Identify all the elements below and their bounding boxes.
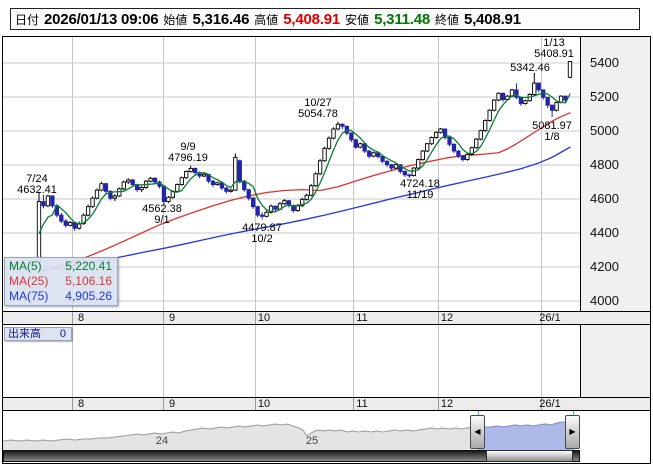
date-tick bbox=[72, 312, 73, 324]
volume-svg bbox=[72, 325, 542, 397]
volume-label: 出来高 bbox=[8, 328, 41, 340]
date-tick-label: 26/1 bbox=[539, 398, 561, 410]
chart-annotation: 5342.46 bbox=[510, 62, 550, 74]
date-tick-label: 8 bbox=[77, 398, 85, 410]
date-tick-label: 10 bbox=[257, 398, 271, 410]
price-tick-label: 4800 bbox=[590, 157, 619, 172]
chart-annotation: 5081.97 1/8 bbox=[532, 120, 572, 143]
price-tick-label: 5400 bbox=[590, 55, 619, 70]
volume-legend: 出来高 0 bbox=[4, 327, 72, 341]
navigator-year-label: 25 bbox=[306, 435, 318, 447]
chart-annotation: 4479.87 10/2 bbox=[242, 222, 282, 245]
candlestick-chart: 7/24 4632.41 4562.38 9/1 9/9 4796.19 4479.87 10… bbox=[3, 37, 580, 311]
chart-annotation: 4562.38 9/1 bbox=[142, 203, 182, 226]
price-tick-label: 4000 bbox=[590, 293, 619, 308]
chart-annotation: 1/13 5408.91 bbox=[534, 37, 574, 60]
high-label: 高値 bbox=[254, 12, 279, 27]
range-right-handle[interactable]: ▶ bbox=[565, 415, 580, 449]
price-axis: 5400 5200 5000 4800 4600 4400 4200 4000 bbox=[580, 37, 650, 311]
range-left-handle[interactable]: ◀ bbox=[470, 415, 485, 449]
date-tick-label: 11 bbox=[356, 398, 368, 410]
ma75-label: MA(75) bbox=[9, 289, 49, 303]
price-tick-label: 4400 bbox=[590, 225, 619, 240]
low-label: 安値 bbox=[345, 12, 370, 27]
high-value: 5,408.91 bbox=[283, 10, 341, 28]
candlestick-svg: 7/24 4632.41 4562.38 9/1 9/9 4796.19 4479.87 10… bbox=[3, 37, 580, 311]
scrollbar-thumb[interactable] bbox=[486, 450, 573, 462]
ma25-legend-row: MA(25) 5,106.16 bbox=[9, 274, 113, 289]
date-tick-label: 11 bbox=[356, 312, 368, 324]
chart-annotation: 4724.18 11/19 bbox=[400, 178, 440, 201]
ma5-label: MA(5) bbox=[9, 259, 42, 273]
chart-annotation: 9/9 4796.19 bbox=[168, 141, 208, 164]
date-tick bbox=[541, 398, 542, 410]
ma25-label: MA(25) bbox=[9, 274, 49, 288]
ma75-legend-row: MA(75) 4,905.26 bbox=[9, 289, 113, 304]
date-tick bbox=[163, 398, 164, 410]
date-tick bbox=[353, 398, 354, 410]
low-value: 5,311.48 bbox=[374, 10, 431, 28]
close-value: 5,408.91 bbox=[464, 10, 521, 28]
price-tick-label: 4600 bbox=[590, 191, 619, 206]
date-tick bbox=[541, 312, 542, 324]
open-label: 始値 bbox=[163, 12, 188, 27]
date-label: 日付 bbox=[15, 12, 40, 27]
right-arrow-icon: ▶ bbox=[569, 427, 576, 436]
ma25-value: 5,106.16 bbox=[65, 274, 112, 288]
ma5-legend-row: MA(5) 5,220.41 bbox=[9, 259, 113, 274]
date-axis-upper: 8 9 10 11 12 26/1 bbox=[3, 311, 650, 325]
date-tick-label: 10 bbox=[257, 312, 271, 324]
date-tick bbox=[353, 312, 354, 324]
chart-annotation: 10/27 5054.78 bbox=[298, 97, 338, 120]
price-tick-label: 5000 bbox=[590, 123, 619, 138]
date-axis-lower: 8 9 10 11 12 26/1 bbox=[3, 397, 650, 411]
ma-legend: MA(5) 5,220.41 MA(25) 5,106.16 MA(75) 4,… bbox=[4, 257, 118, 306]
volume-pane: 出来高 0 bbox=[3, 325, 580, 397]
left-arrow-icon: ◀ bbox=[474, 427, 481, 436]
price-tick-label: 4200 bbox=[590, 259, 619, 274]
close-label: 終値 bbox=[435, 12, 460, 27]
volume-value: 0 bbox=[59, 328, 66, 340]
date-tick bbox=[255, 312, 256, 324]
date-tick bbox=[255, 398, 256, 410]
date-tick bbox=[438, 312, 439, 324]
date-tick bbox=[438, 398, 439, 410]
price-axis-volume-spacer bbox=[580, 325, 650, 397]
quote-header: 日付 2026/01/13 09:06 始値 5,316.46 高値 5,408… bbox=[10, 8, 640, 30]
date-tick-label: 9 bbox=[168, 312, 176, 324]
chart-frame: 7/24 4632.41 4562.38 9/1 9/9 4796.19 4479.87 10… bbox=[2, 36, 651, 464]
date-tick bbox=[163, 312, 164, 324]
date-value: 2026/01/13 09:06 bbox=[44, 10, 159, 28]
open-value: 5,316.46 bbox=[192, 10, 250, 28]
price-tick-label: 5200 bbox=[590, 89, 619, 104]
ma75-value: 4,905.26 bbox=[65, 289, 112, 303]
date-tick-label: 8 bbox=[77, 312, 85, 324]
date-tick-label: 12 bbox=[440, 312, 454, 324]
date-tick bbox=[72, 398, 73, 410]
date-tick-label: 9 bbox=[168, 398, 176, 410]
range-navigator: 24 25 ◀ ▶ bbox=[3, 411, 650, 463]
date-tick-label: 26/1 bbox=[539, 312, 561, 324]
ma5-value: 5,220.41 bbox=[65, 259, 112, 273]
navigator-year-label: 24 bbox=[156, 435, 168, 447]
chart-annotation: 7/24 4632.41 bbox=[17, 173, 57, 196]
scrollbar-track[interactable] bbox=[3, 450, 580, 462]
date-tick-label: 12 bbox=[440, 398, 454, 410]
